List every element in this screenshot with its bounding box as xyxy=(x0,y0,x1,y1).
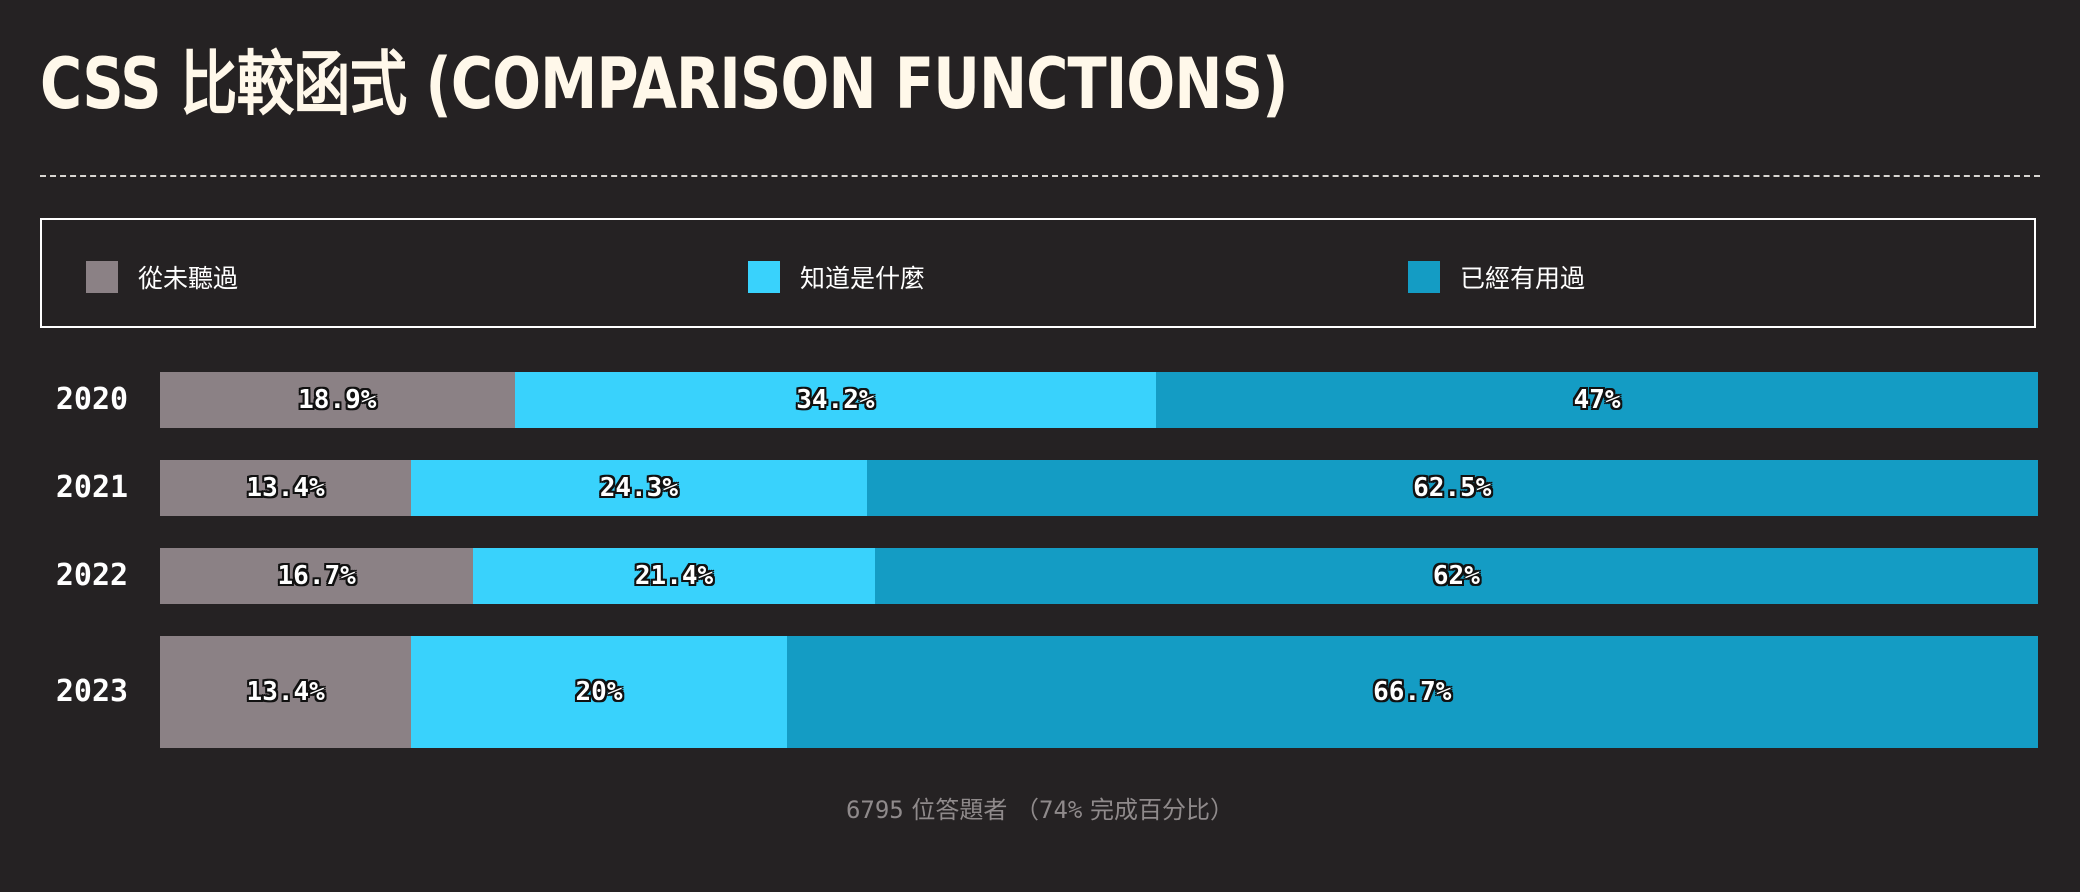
year-label-2021: 2021 xyxy=(55,470,129,505)
bar-segment-2021-1: 13.4% xyxy=(160,460,412,516)
year-label-2022: 2022 xyxy=(55,558,129,593)
bar-segment-2023-3: 66.7% xyxy=(786,636,2038,748)
bar-segment-2020-3: 47% xyxy=(1156,372,2038,428)
bar-segment-2022-3: 62% xyxy=(874,548,2038,604)
bar-value-label: 34.2% xyxy=(796,385,875,415)
bar-value-label: 47% xyxy=(1573,385,1621,415)
legend-swatch-never-heard xyxy=(86,261,118,293)
bar-value-label: 62.5% xyxy=(1413,473,1492,503)
legend-swatch-know-what-it-is xyxy=(748,261,780,293)
legend-label-never-heard: 從未聽過 xyxy=(138,264,239,293)
bar-segment-2023-1: 13.4% xyxy=(160,636,412,748)
legend-label-know-what-it-is: 知道是什麼 xyxy=(800,264,926,293)
bar-value-label: 13.4% xyxy=(246,677,325,707)
bar-segment-2023-2: 20% xyxy=(411,636,787,748)
legend-label-have-used: 已經有用過 xyxy=(1460,264,1586,293)
bar-value-label: 24.3% xyxy=(599,473,678,503)
bar-value-label: 18.9% xyxy=(298,385,377,415)
respondents-label: 位答題者 xyxy=(911,796,1008,824)
bar-segment-2021-2: 24.3% xyxy=(411,460,867,516)
respondent-count: 6795 xyxy=(845,796,904,824)
respondents-footer: 6795 位答題者 （74% 完成百分比） xyxy=(0,790,2080,825)
completion-label: 完成百分比） xyxy=(1090,796,1235,824)
bar-value-label: 20% xyxy=(575,677,623,707)
bar-value-label: 13.4% xyxy=(246,473,325,503)
bar-segment-2021-3: 62.5% xyxy=(866,460,2038,516)
year-label-2023: 2023 xyxy=(55,674,129,709)
completion-percentage: 74% xyxy=(1039,796,1083,824)
year-label-2020: 2020 xyxy=(55,382,129,417)
bar-value-label: 16.7% xyxy=(277,561,356,591)
legend-item-never-heard: 從未聽過 xyxy=(86,260,238,294)
title-divider xyxy=(40,175,2040,177)
legend-item-have-used: 已經有用過 xyxy=(1408,260,1585,294)
bar-segment-2020-2: 34.2% xyxy=(514,372,1157,428)
bar-value-label: 62% xyxy=(1432,561,1480,591)
legend-item-know-what-it-is: 知道是什麼 xyxy=(748,260,925,294)
legend: 從未聽過 知道是什麼 已經有用過 xyxy=(40,218,2036,328)
bar-value-label: 21.4% xyxy=(634,561,714,591)
legend-swatch-have-used xyxy=(1408,261,1440,293)
completion-open: （ xyxy=(1015,796,1040,824)
bar-segment-2020-1: 18.9% xyxy=(160,372,515,428)
bar-value-label: 66.7% xyxy=(1373,677,1452,707)
bar-segment-2022-2: 21.4% xyxy=(473,548,875,604)
bar-segment-2022-1: 16.7% xyxy=(160,548,474,604)
chart-title: CSS 比較函式 (COMPARISON FUNCTIONS) xyxy=(40,43,1288,125)
